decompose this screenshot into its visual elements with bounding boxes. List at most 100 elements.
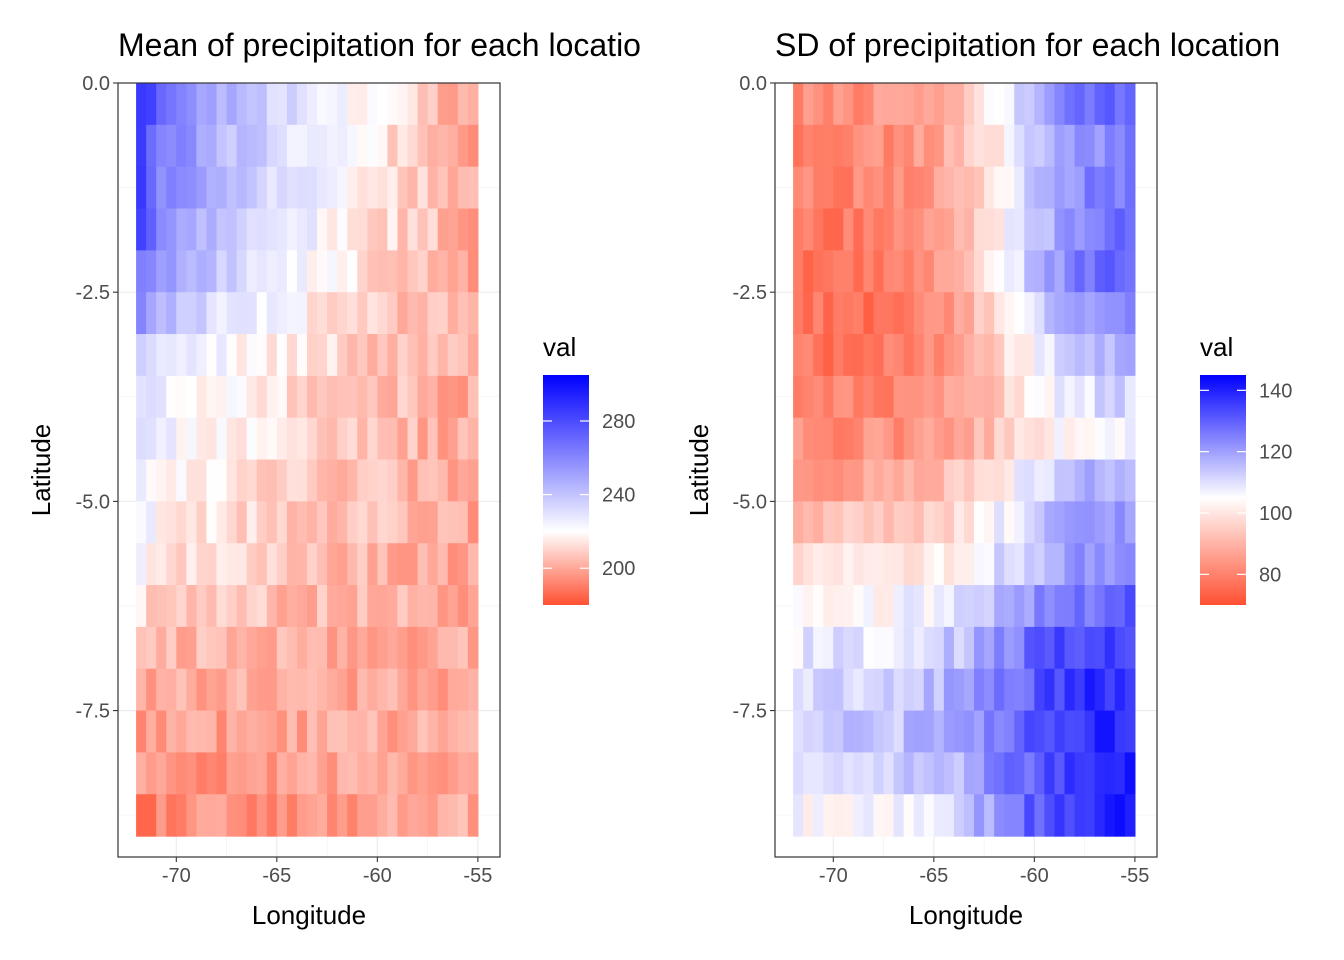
heatmap-cell — [176, 626, 187, 670]
heatmap-cell — [1054, 292, 1066, 335]
heatmap-cell — [903, 124, 915, 168]
heatmap-cell — [256, 459, 268, 502]
heatmap-cell — [427, 752, 439, 795]
heatmap-cell — [266, 501, 278, 544]
heatmap-cell — [823, 794, 834, 837]
heatmap-cell — [984, 124, 995, 168]
heatmap-cell — [1084, 501, 1096, 544]
heatmap-cell — [883, 543, 895, 586]
heatmap-cell — [1024, 585, 1035, 628]
heatmap-cell — [256, 83, 268, 126]
heatmap-cell — [1064, 752, 1076, 795]
heatmap-cell — [1084, 292, 1096, 335]
heatmap-cell — [186, 417, 198, 461]
heatmap-cell — [863, 459, 875, 502]
heatmap-cell — [337, 250, 348, 293]
heatmap-cell — [447, 710, 459, 754]
heatmap-cell — [1064, 166, 1076, 210]
heatmap-cell — [246, 124, 258, 168]
heatmap-cell — [226, 752, 238, 795]
heatmap-cell — [863, 794, 875, 837]
heatmap-cell — [1024, 375, 1035, 419]
heatmap-cell — [843, 208, 855, 251]
heatmap-cell — [266, 417, 278, 461]
heatmap-cell — [803, 417, 814, 461]
heatmap-cell — [913, 585, 925, 628]
axis-ticks-sd: -70 -65 -60 -55 0.0 -2.5 -5.0 -7.5 — [733, 73, 1150, 887]
heatmap-cell — [1094, 250, 1106, 293]
heatmap-cell — [216, 166, 228, 210]
heatmap-cell — [136, 375, 147, 419]
heatmap-cell — [397, 543, 409, 586]
heatmap-cell — [276, 166, 288, 210]
heatmap-cell — [236, 710, 248, 754]
heatmap-cell — [467, 585, 479, 628]
y-tick-label: -5.0 — [733, 491, 767, 513]
heatmap-cell — [1004, 292, 1015, 335]
heatmap-cell — [246, 250, 258, 293]
heatmap-cell — [843, 626, 855, 670]
heatmap-cell — [226, 794, 238, 837]
heatmap-cell — [863, 83, 875, 126]
heatmap-cell — [296, 459, 308, 502]
y-tick-label: -2.5 — [76, 282, 110, 304]
heatmap-cell — [853, 501, 865, 544]
heatmap-cell — [136, 166, 147, 210]
heatmap-cell — [246, 501, 258, 544]
heatmap-cell — [843, 124, 855, 168]
heatmap-cell — [357, 375, 368, 419]
heatmap-cell — [903, 752, 915, 795]
heatmap-cell — [136, 124, 147, 168]
heatmap-cell — [853, 292, 865, 335]
heatmap-cell — [1084, 334, 1096, 377]
heatmap-cell — [216, 375, 228, 419]
heatmap-cell — [447, 794, 459, 837]
heatmap-cell — [457, 794, 469, 837]
heatmap-cell — [1044, 585, 1056, 628]
heatmap-cell — [1084, 250, 1096, 293]
y-tick-label: -7.5 — [76, 701, 110, 723]
heatmap-cell — [286, 501, 298, 544]
heatmap-cell — [963, 668, 975, 712]
heatmap-cell — [974, 166, 985, 210]
heatmap-cell — [863, 585, 875, 628]
heatmap-cell — [813, 124, 824, 168]
heatmap-cell — [266, 626, 278, 670]
heatmap-cell — [407, 794, 419, 837]
heatmap-cell — [437, 250, 449, 293]
y-tick-label: -2.5 — [733, 282, 767, 304]
heatmap-cell — [296, 710, 308, 754]
heatmap-cell — [276, 501, 288, 544]
heatmap-cell — [156, 501, 167, 544]
heatmap-cell — [146, 250, 157, 293]
heatmap-cell — [1004, 334, 1015, 377]
heatmap-cell — [1104, 543, 1116, 586]
heatmap-cell — [196, 83, 208, 126]
heatmap-cell — [146, 375, 157, 419]
heatmap-cell — [176, 166, 187, 210]
heatmap-cell — [943, 83, 955, 126]
heatmap-cell — [923, 752, 935, 795]
heatmap-cell — [984, 752, 995, 795]
heatmap-cell — [963, 752, 975, 795]
plot-border-sd — [774, 82, 1158, 858]
heatmap-cell — [276, 794, 288, 837]
heatmap-cell — [226, 334, 238, 377]
heatmap-cell — [1104, 250, 1116, 293]
heatmap-cell — [176, 794, 187, 837]
heatmap-cell — [397, 375, 409, 419]
heatmap-cell — [327, 543, 338, 586]
heatmap-cell — [1014, 585, 1025, 628]
heatmap-cell — [186, 543, 198, 586]
heatmap-cell — [913, 459, 925, 502]
heatmap-cell — [447, 543, 459, 586]
heatmap-cell — [327, 166, 338, 210]
heatmap-cell — [347, 334, 358, 377]
heatmap-cell — [1064, 668, 1076, 712]
heatmap-cell — [216, 668, 228, 712]
heatmap-cell — [953, 334, 965, 377]
heatmap-cell — [823, 668, 834, 712]
heatmap-cell — [1014, 124, 1025, 168]
heatmap-cell — [387, 166, 399, 210]
heatmap-cell — [347, 668, 358, 712]
